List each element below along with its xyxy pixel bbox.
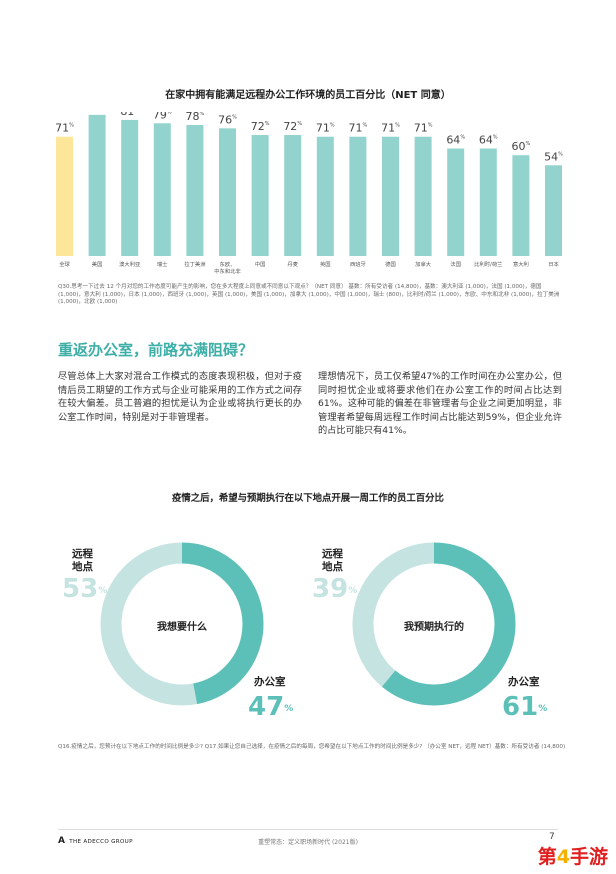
bar-8 [316, 136, 334, 256]
bar-category-label: 澳大利亚 [119, 260, 141, 268]
bar-category-label: 中国 [255, 260, 266, 268]
bar-12 [447, 148, 465, 256]
donut-slice-office [100, 542, 264, 706]
donut-slice-office [352, 542, 516, 706]
logo-text: THE ADECCO GROUP [69, 839, 133, 845]
bar-7 [284, 135, 302, 256]
body-text-right: 理想情况下，员工仅希望47%的工作时间在办公室办公，但同时担忧企业或将要求他们在… [318, 371, 562, 437]
bar-category-label: 日本 [548, 260, 559, 268]
bar-9 [349, 136, 367, 256]
donut-chart-footnote: Q16.疫情之后，您预计在以下地点工作的时间比例是多少? Q17.如果让您自己选… [58, 744, 566, 750]
donut2-remote-label: 远程 地点 [322, 548, 343, 573]
donut2-office-value: 61% [502, 692, 548, 722]
donut1-office-value: 47% [248, 692, 294, 722]
bar-category-label: 法国 [450, 260, 461, 268]
donut-chart-title: 疫情之后，希望与预期执行在以下地点开展一周工作的员工百分比 [172, 493, 444, 504]
bar-3 [153, 123, 171, 256]
bar-chart-footnote: Q30.思考一下过去 12 个月对您的工作态度可能产生的影响，您在多大程度上同意… [58, 284, 560, 306]
page-number: 7 [549, 832, 555, 842]
donut2-office-label: 办公室 [508, 676, 540, 688]
bar-category-label: 加拿大 [415, 260, 432, 268]
bar-category-label: 意大利 [513, 260, 529, 268]
logo-mark: A [58, 836, 66, 846]
footer-divider [58, 829, 558, 830]
bar-value-label: 72% [283, 120, 302, 133]
bar-value-label: 71% [414, 122, 433, 135]
bar-category-label: 丹麦 [287, 260, 298, 268]
bar-category-label: 拉丁美洲 [184, 260, 205, 268]
donut1-center-label: 我想要什么 [157, 622, 207, 633]
bar-category-label: 西班牙 [350, 260, 366, 268]
donut1-remote-value: 53% [62, 574, 108, 604]
section-title: 重返办公室，前路充满阻碍？ [58, 341, 254, 359]
bar-value-label: 72% [251, 120, 270, 133]
bar-14 [512, 155, 530, 256]
bar-value-label: 71% [55, 122, 74, 135]
bar-category-label: 全球 [59, 260, 70, 268]
bar-5 [219, 128, 236, 256]
bar-category-label: 瑞士 [157, 260, 168, 268]
bar-value-label: 64% [446, 133, 465, 146]
donut1-office-label: 办公室 [254, 676, 286, 688]
bar-category-label: 美国 [92, 260, 103, 268]
donut-chart-want [100, 542, 264, 706]
bar-13 [479, 148, 497, 256]
bar-value-label: 60% [512, 140, 531, 153]
bar-chart-title: 在家中拥有能满足远程办公工作环境的员工百分比（NET 同意） [165, 90, 451, 101]
bar-value-label: 71% [349, 122, 368, 135]
bar-11 [414, 136, 432, 256]
bar-category-label: 东欧、 [220, 260, 236, 268]
bar-4 [186, 124, 204, 257]
bar-category-label: 中东和北非 [214, 267, 241, 275]
bar-value-label: 71% [381, 122, 400, 135]
donut1-remote-label: 远程 地点 [72, 548, 93, 573]
bar-chart: 71% 全球 84% 美国 81% 澳大利亚 79% 瑞士 78% 拉丁美洲 76% 东欧、中东和北非… [55, 112, 563, 275]
bar-value-label: 76% [218, 113, 237, 126]
bar-value-label: 84% [88, 112, 107, 113]
donut2-remote-value: 39% [312, 574, 358, 604]
footer-document-title: 重塑常态：定义职场新时代 (2021版) [258, 839, 358, 846]
bar-2 [121, 119, 139, 256]
bar-15 [545, 165, 562, 256]
bar-category-label: 比利时/荷兰 [474, 260, 502, 268]
bar-value-label: 71% [316, 122, 335, 135]
donut-chart-expect [352, 542, 516, 706]
bar-value-label: 64% [479, 133, 498, 146]
bar-0 [56, 136, 73, 256]
bar-6 [251, 135, 269, 256]
bar-10 [382, 136, 399, 256]
bar-category-label: 德国 [385, 260, 396, 268]
donut2-center-label: 我预期执行的 [404, 622, 464, 633]
bar-value-label: 78% [186, 112, 205, 123]
bar-value-label: 54% [544, 150, 563, 163]
bar-1 [88, 114, 106, 256]
body-text-left: 尽管总体上大家对混合工作模式的态度表现积极，但对于疫情后员工期望的工作方式与企业… [58, 371, 302, 423]
footer-logo: A THE ADECCO GROUP [58, 836, 133, 846]
bar-value-label: 79% [153, 112, 172, 121]
bar-category-label: 英国 [320, 260, 331, 268]
bar-value-label: 81% [120, 112, 139, 118]
watermark-logo: 第4手游 [537, 846, 608, 868]
